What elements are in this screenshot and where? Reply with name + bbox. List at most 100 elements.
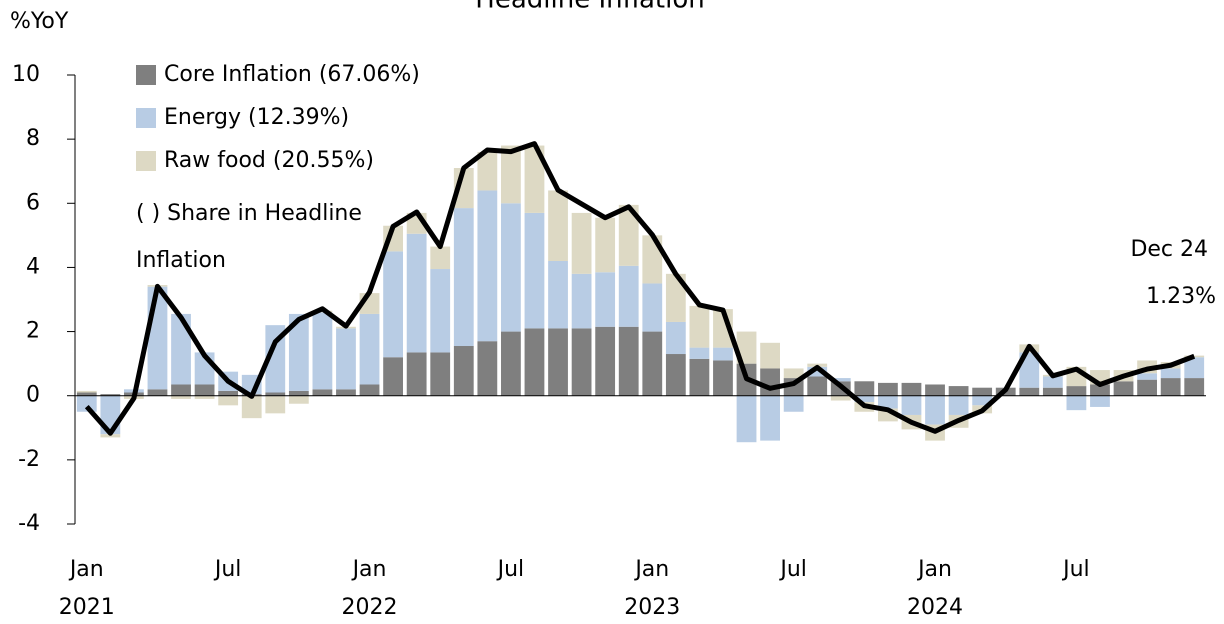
x-year-label: 2022 <box>342 595 398 620</box>
bar <box>1090 384 1110 396</box>
bar <box>689 305 710 348</box>
bar <box>878 382 898 396</box>
bar <box>925 384 945 396</box>
y-tick-label: 4 <box>26 254 40 279</box>
bar <box>925 395 945 425</box>
bar <box>288 390 309 396</box>
bar <box>948 395 969 415</box>
x-year-label: 2024 <box>907 595 963 620</box>
bar <box>76 392 97 396</box>
bar <box>147 389 168 396</box>
bar <box>618 265 639 327</box>
x-tick-label: Jan <box>68 557 104 582</box>
bar <box>241 395 262 419</box>
bar <box>760 368 780 396</box>
bar <box>336 328 356 390</box>
bar <box>830 378 851 382</box>
legend-swatch <box>136 65 156 85</box>
bar <box>665 273 686 322</box>
bar <box>948 386 969 396</box>
bar <box>288 313 309 391</box>
bar <box>548 190 568 262</box>
bar <box>76 395 97 412</box>
bar <box>171 384 191 396</box>
y-axis-label: %YoY <box>10 9 69 34</box>
bar <box>100 394 121 396</box>
bar <box>595 272 616 327</box>
bar <box>265 392 286 396</box>
bar <box>501 203 521 332</box>
bar <box>194 384 215 396</box>
bar <box>878 395 898 409</box>
bar <box>901 395 922 415</box>
x-year-label: 2021 <box>59 595 115 620</box>
bar <box>171 313 191 385</box>
bar <box>501 331 521 396</box>
bar <box>218 395 239 406</box>
bar <box>265 325 286 393</box>
bar <box>642 331 663 396</box>
x-tick-label: Jul <box>213 557 242 582</box>
bar <box>1160 368 1181 379</box>
bar <box>689 358 710 396</box>
bar <box>760 395 780 441</box>
bar <box>830 395 851 401</box>
bar <box>383 357 403 396</box>
bar <box>713 360 733 396</box>
bar <box>972 387 993 396</box>
bar <box>406 352 427 396</box>
bar <box>218 390 239 396</box>
bar <box>430 269 451 353</box>
bar <box>524 328 545 396</box>
x-year-label: 2023 <box>624 595 680 620</box>
bar <box>665 321 686 355</box>
bar <box>336 389 356 396</box>
bar <box>1042 376 1063 388</box>
bar <box>171 395 191 399</box>
bar <box>548 261 568 329</box>
bar <box>783 395 804 412</box>
y-tick-label: -2 <box>18 447 40 472</box>
bar <box>736 395 757 443</box>
bar <box>760 342 780 369</box>
bar <box>1042 387 1063 396</box>
x-tick-label: Jul <box>1061 557 1090 582</box>
line <box>84 141 1196 436</box>
legend-label: Core Inflation (67.06%) <box>164 62 420 87</box>
bar <box>1184 357 1205 379</box>
annotation: 1.23% <box>1146 284 1216 309</box>
bar <box>972 395 993 406</box>
x-tick-label: Jan <box>916 557 952 582</box>
bar <box>524 212 545 329</box>
bar <box>642 283 663 332</box>
bar <box>477 341 498 396</box>
bar <box>359 384 380 396</box>
bar <box>595 217 616 273</box>
legend-swatch <box>136 108 156 128</box>
bar <box>524 145 545 213</box>
bar <box>1066 386 1087 396</box>
bar <box>854 381 875 396</box>
bar <box>689 347 710 359</box>
bar <box>618 326 639 396</box>
bar <box>1090 395 1110 407</box>
y-tick-label: 0 <box>26 383 40 408</box>
bar <box>265 395 286 414</box>
bar <box>100 434 121 438</box>
bar <box>453 208 474 347</box>
bar <box>477 190 498 342</box>
x-tick-label: Jan <box>351 557 387 582</box>
annotation: Dec 24 <box>1130 237 1208 262</box>
bar <box>1113 381 1134 396</box>
bar <box>501 145 521 204</box>
x-tick-label: Jan <box>633 557 669 582</box>
bar <box>1137 379 1157 396</box>
y-tick-label: 8 <box>26 126 40 151</box>
bar <box>147 286 168 390</box>
legend-note: ( ) Share in Headline Inflation <box>136 201 362 273</box>
bar <box>1066 395 1087 411</box>
bar <box>548 328 568 396</box>
bar <box>383 251 403 358</box>
